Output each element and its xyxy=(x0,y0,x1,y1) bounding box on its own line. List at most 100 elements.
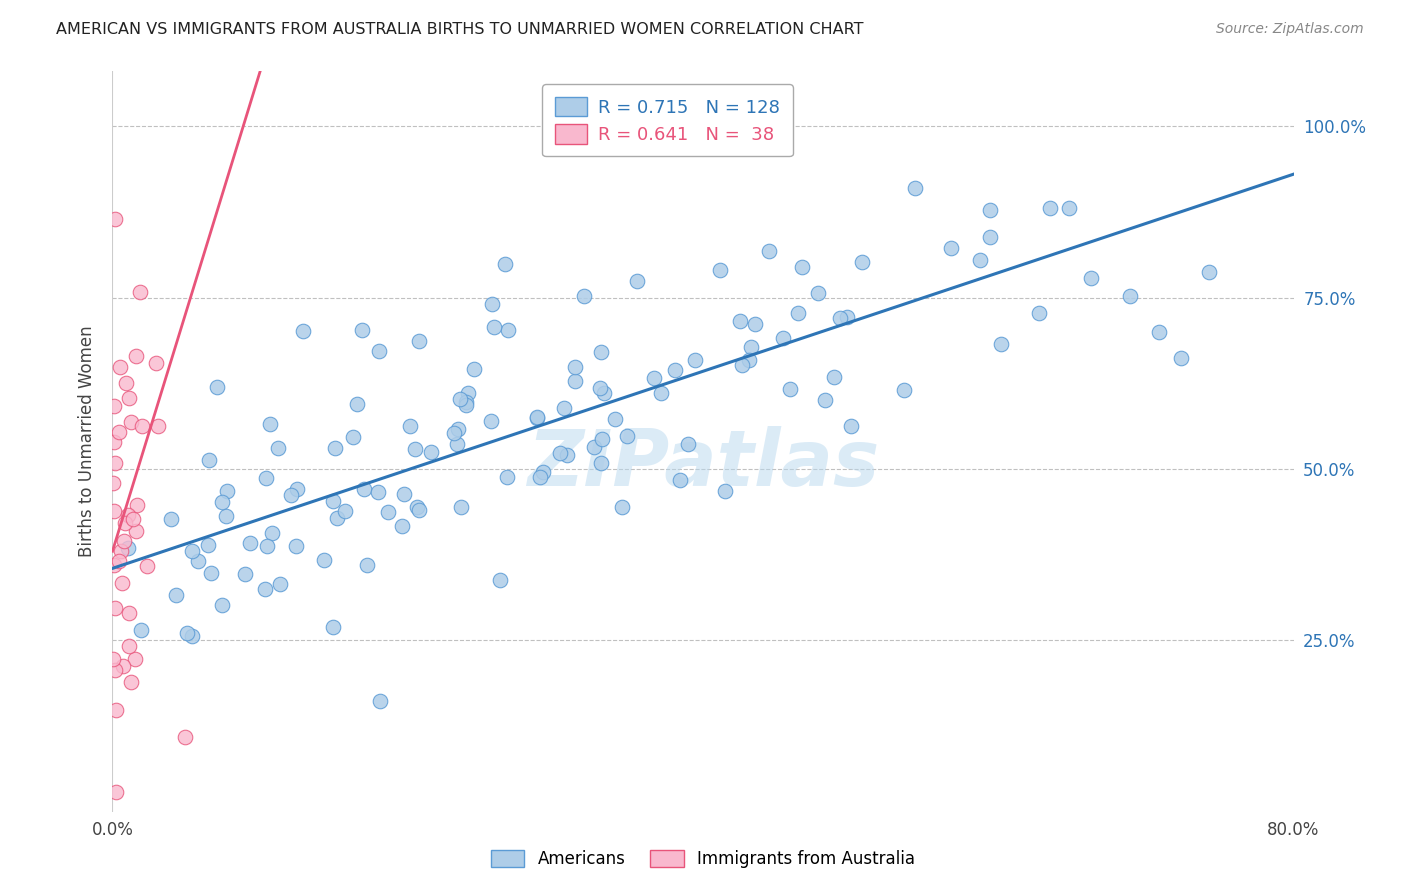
Point xyxy=(110,544,132,558)
Point xyxy=(129,624,152,638)
Point xyxy=(1039,201,1062,215)
Point xyxy=(553,401,575,415)
Point xyxy=(233,566,256,581)
Point xyxy=(1028,306,1050,320)
Point xyxy=(118,606,141,620)
Point xyxy=(683,353,706,368)
Point xyxy=(669,473,692,487)
Point xyxy=(110,575,132,590)
Point xyxy=(449,392,471,406)
Point xyxy=(101,476,124,491)
Point xyxy=(198,453,221,467)
Point xyxy=(200,566,222,581)
Point xyxy=(112,534,135,549)
Point xyxy=(322,620,344,634)
Point xyxy=(454,398,477,412)
Point xyxy=(979,202,1001,217)
Point xyxy=(482,320,505,334)
Point xyxy=(335,503,357,517)
Point xyxy=(114,516,136,530)
Point xyxy=(260,526,283,541)
Point xyxy=(146,419,169,434)
Point xyxy=(108,425,131,440)
Point xyxy=(456,395,478,409)
Point xyxy=(564,374,586,388)
Point xyxy=(548,446,571,460)
Point xyxy=(839,419,862,434)
Point xyxy=(443,425,465,440)
Point xyxy=(160,512,183,526)
Point xyxy=(115,376,138,391)
Point xyxy=(211,494,233,508)
Point xyxy=(215,509,238,524)
Point xyxy=(128,285,150,299)
Point xyxy=(463,361,485,376)
Point xyxy=(990,337,1012,351)
Point xyxy=(367,484,389,499)
Point xyxy=(664,363,686,377)
Point xyxy=(391,519,413,533)
Point xyxy=(127,499,149,513)
Point xyxy=(111,659,134,673)
Point xyxy=(103,504,125,518)
Point xyxy=(610,500,633,514)
Point xyxy=(589,345,612,359)
Point xyxy=(591,432,613,446)
Point xyxy=(738,352,761,367)
Point xyxy=(419,445,441,459)
Point xyxy=(904,181,927,195)
Point xyxy=(117,508,139,522)
Point xyxy=(108,554,131,568)
Point xyxy=(215,484,238,499)
Point xyxy=(104,211,127,226)
Point xyxy=(104,601,127,615)
Text: Source: ZipAtlas.com: Source: ZipAtlas.com xyxy=(1216,22,1364,37)
Point xyxy=(676,436,699,450)
Point xyxy=(368,343,391,358)
Legend: Americans, Immigrants from Australia: Americans, Immigrants from Australia xyxy=(484,843,922,875)
Point xyxy=(356,558,378,572)
Point xyxy=(205,380,228,394)
Point xyxy=(772,331,794,345)
Point xyxy=(939,241,962,255)
Point xyxy=(323,442,346,456)
Point xyxy=(165,588,187,602)
Point xyxy=(131,419,153,434)
Point xyxy=(105,703,128,717)
Point xyxy=(823,369,845,384)
Point xyxy=(1147,325,1170,339)
Point xyxy=(117,391,139,405)
Point xyxy=(104,456,127,470)
Text: AMERICAN VS IMMIGRANTS FROM AUSTRALIA BIRTHS TO UNMARRIED WOMEN CORRELATION CHAR: AMERICAN VS IMMIGRANTS FROM AUSTRALIA BI… xyxy=(56,22,863,37)
Point xyxy=(605,411,627,425)
Point xyxy=(399,419,422,434)
Point xyxy=(259,417,281,431)
Point xyxy=(779,382,801,396)
Point xyxy=(103,399,125,413)
Point xyxy=(1080,271,1102,285)
Point xyxy=(1170,351,1192,365)
Point xyxy=(709,263,731,277)
Point xyxy=(582,441,605,455)
Point xyxy=(969,252,991,267)
Point xyxy=(589,381,612,395)
Point xyxy=(643,371,665,385)
Point xyxy=(103,434,125,449)
Point xyxy=(238,535,260,549)
Point xyxy=(269,576,291,591)
Point xyxy=(814,392,837,407)
Point xyxy=(731,359,754,373)
Point xyxy=(744,317,766,331)
Point xyxy=(122,512,145,526)
Point xyxy=(592,385,614,400)
Point xyxy=(120,674,142,689)
Point xyxy=(479,414,502,428)
Point xyxy=(488,574,510,588)
Point xyxy=(197,538,219,552)
Point xyxy=(1057,201,1080,215)
Point xyxy=(531,465,554,479)
Point xyxy=(103,652,125,666)
Point xyxy=(740,340,762,354)
Point xyxy=(496,323,519,337)
Point xyxy=(267,441,290,455)
